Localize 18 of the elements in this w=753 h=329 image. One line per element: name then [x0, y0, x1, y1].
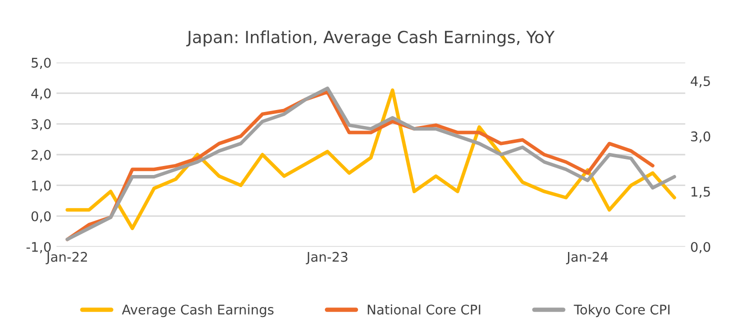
- y2-tick-label: 3,0: [691, 131, 710, 143]
- legend-label: National Core CPI: [368, 304, 480, 315]
- y-tick-label: -1,0: [26, 242, 51, 254]
- y2-tick-label: 1,5: [692, 186, 710, 198]
- y-tick-label: 4,0: [31, 88, 51, 100]
- legend-label: Tokyo Core CPI: [574, 304, 670, 318]
- y2-tick-label: 0,0: [690, 242, 710, 254]
- y-tick-label: 3,0: [32, 119, 51, 130]
- y2-tick-label: 4,5: [690, 76, 710, 88]
- x-tick-label: Jan-22: [46, 252, 87, 264]
- y-tick-label: 5,0: [32, 58, 51, 70]
- x-tick-label: Jan-24: [566, 252, 608, 264]
- x-tick-label: Jan-23: [306, 252, 348, 264]
- y-tick-label: 1,0: [32, 180, 51, 192]
- legend-label: Average Cash Earnings: [122, 304, 274, 318]
- y-tick-label: 2,0: [32, 150, 51, 162]
- chart-title: Japan: Inflation, Average Cash Earnings, YoY: [186, 30, 555, 47]
- y-tick-label: 0,0: [32, 211, 51, 223]
